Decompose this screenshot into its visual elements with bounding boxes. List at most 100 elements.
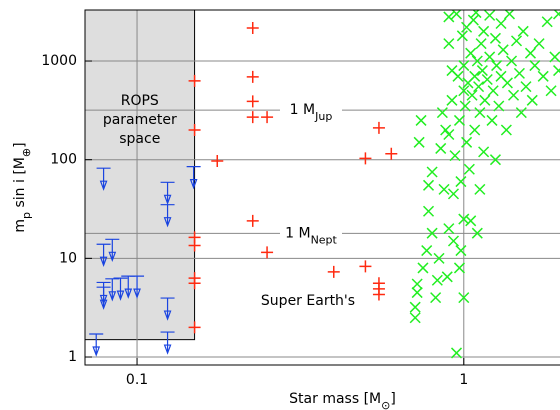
- x-marker: [455, 245, 467, 257]
- x-marker: [495, 17, 507, 30]
- x-marker: [463, 163, 475, 175]
- y-tick-label: 10: [59, 250, 77, 266]
- text-part: 1 M: [285, 225, 310, 241]
- plus-marker: [246, 111, 259, 124]
- x-marker: [503, 10, 516, 20]
- x-marker: [508, 89, 520, 101]
- upper-limit-marker: [105, 238, 120, 263]
- x-marker: [513, 67, 525, 79]
- x-marker: [458, 85, 470, 97]
- upper-limit-marker: [105, 278, 120, 302]
- x-marker: [453, 262, 465, 274]
- plus-marker: [188, 123, 201, 136]
- x-marker: [500, 124, 512, 136]
- x-marker: [422, 179, 435, 191]
- text-part: ⊕: [20, 148, 33, 157]
- x-tick-label: 1: [459, 372, 468, 388]
- x-marker: [478, 25, 490, 37]
- text-part: 1 M: [290, 102, 315, 118]
- plus-marker: [246, 22, 259, 35]
- plot-area: [85, 10, 560, 365]
- x-marker: [452, 70, 464, 82]
- x-marker: [470, 10, 482, 19]
- x-marker: [466, 89, 478, 101]
- x-axis-label: Star mass [M⊙]: [289, 391, 396, 410]
- x-marker: [458, 213, 470, 225]
- upper-limit-marker: [113, 277, 128, 301]
- upper-limit-marker: [160, 331, 175, 355]
- x-marker: [411, 287, 423, 299]
- x-marker: [478, 146, 490, 158]
- x-marker: [484, 51, 496, 63]
- x-marker: [476, 65, 488, 77]
- x-marker: [446, 94, 458, 106]
- x-marker: [426, 227, 438, 239]
- plus-marker: [372, 121, 385, 134]
- x-marker: [491, 60, 503, 72]
- plus-marker: [188, 321, 201, 334]
- x-marker: [415, 114, 427, 126]
- x-marker: [510, 35, 523, 47]
- x-marker: [473, 81, 485, 93]
- x-marker: [409, 312, 421, 324]
- x-marker: [484, 10, 496, 21]
- x-marker: [453, 114, 465, 126]
- x-marker: [497, 44, 509, 56]
- x-marker: [458, 292, 470, 304]
- reference-label: 1 MNept: [285, 225, 337, 246]
- x-marker: [471, 55, 483, 67]
- x-marker: [450, 10, 463, 20]
- x-marker: [524, 47, 537, 59]
- plus-marker: [327, 265, 340, 278]
- plus-marker: [359, 260, 372, 273]
- x-marker: [553, 65, 560, 77]
- text-part: Nept: [311, 233, 338, 246]
- x-marker: [469, 124, 481, 136]
- x-marker: [447, 188, 460, 200]
- x-marker: [474, 107, 486, 119]
- plus-marker: [246, 95, 259, 108]
- x-marker: [465, 215, 477, 227]
- y-tick-label: 1: [68, 349, 77, 365]
- upper-limit-marker: [130, 275, 145, 299]
- upper-limit-marker: [89, 333, 104, 357]
- text-part: Star mass [M: [289, 391, 381, 407]
- x-marker: [431, 274, 443, 286]
- plus-marker: [188, 239, 201, 252]
- x-marker: [421, 245, 433, 257]
- x-marker: [520, 81, 532, 93]
- x-marker: [479, 94, 491, 106]
- x-marker: [459, 100, 471, 112]
- x-marker: [467, 14, 479, 26]
- x-marker: [471, 227, 483, 239]
- x-marker: [443, 11, 455, 23]
- x-marker: [443, 223, 455, 235]
- y-axis-label: mp sin i [M⊕]: [12, 142, 33, 232]
- y-tick-label: 100: [50, 152, 77, 168]
- x-marker: [436, 107, 448, 119]
- upper-limit-marker: [160, 297, 175, 321]
- upper-limit-marker: [96, 243, 111, 267]
- x-marker: [506, 55, 518, 67]
- plus-marker: [188, 277, 201, 290]
- x-marker: [529, 60, 541, 72]
- annotation: Super Earth's: [261, 293, 355, 309]
- x-marker: [545, 85, 557, 97]
- x-marker: [443, 128, 455, 141]
- region-label: space: [119, 131, 160, 147]
- x-marker: [433, 252, 445, 264]
- region-label: parameter: [103, 112, 177, 128]
- text-part: ]: [390, 391, 395, 407]
- plus-marker: [246, 214, 259, 227]
- x-marker: [469, 70, 481, 82]
- x-marker: [422, 205, 435, 217]
- upper-limit-marker: [160, 204, 175, 228]
- x-marker: [486, 114, 498, 126]
- text-part: p: [20, 212, 33, 219]
- x-marker: [474, 183, 486, 195]
- plus-marker: [372, 288, 385, 301]
- x-marker: [501, 77, 513, 89]
- x-marker: [449, 150, 461, 162]
